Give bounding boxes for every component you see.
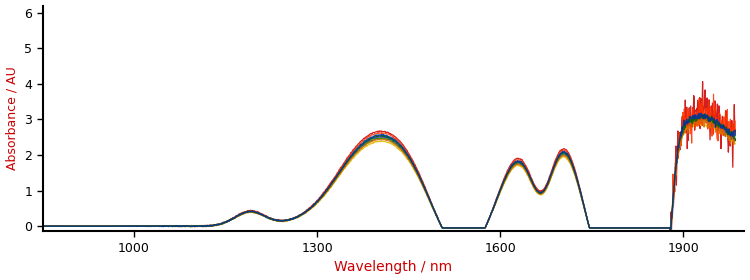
Y-axis label: Absorbance / AU: Absorbance / AU [5,67,19,171]
X-axis label: Wavelength / nm: Wavelength / nm [334,260,452,274]
